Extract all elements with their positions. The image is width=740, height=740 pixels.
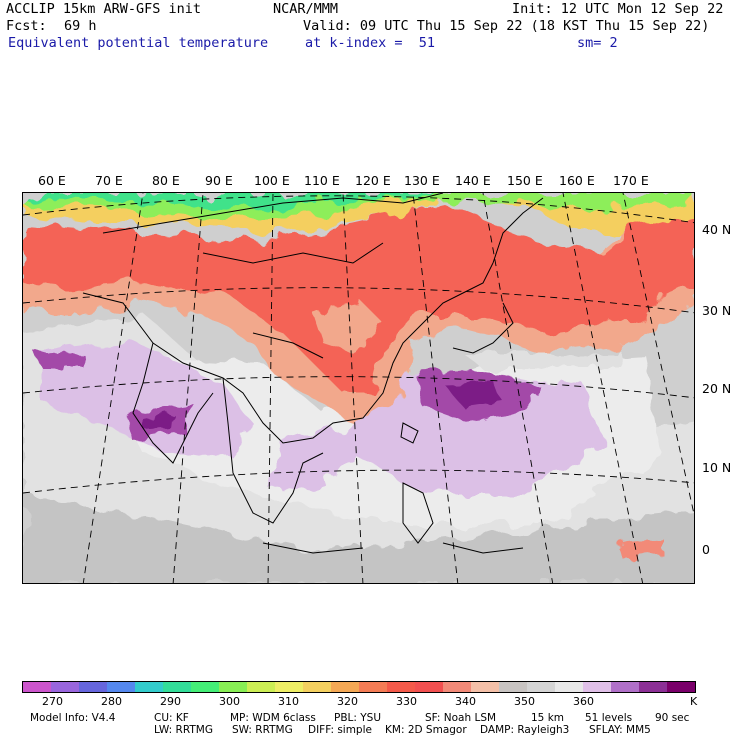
timestep: 90 sec: [655, 712, 690, 724]
init-time: Init: 12 UTC Mon 12 Sep 22: [512, 1, 724, 17]
color-bar-swatch: [471, 682, 499, 692]
smoothing-label: sm= 2: [577, 35, 618, 51]
color-bar-tick-label: 300: [219, 695, 240, 708]
longitude-label: 110 E: [304, 173, 340, 188]
longitude-label: 140 E: [455, 173, 491, 188]
forecast-hour: 69 h: [64, 18, 97, 34]
surface-layer: SFLAY: MM5: [589, 724, 651, 736]
color-bar-tick-label: 310: [278, 695, 299, 708]
coastlines: [82, 193, 544, 554]
color-bar-swatch: [107, 682, 135, 692]
color-bar-swatch: [219, 682, 247, 692]
longitude-label: 90 E: [205, 173, 233, 188]
color-bar-unit: K: [690, 695, 698, 708]
longitude-label: 150 E: [507, 173, 543, 188]
color-bar-swatch: [163, 682, 191, 692]
longitude-label: 70 E: [95, 173, 123, 188]
color-bar-swatch: [23, 682, 51, 692]
color-bar-swatch: [611, 682, 639, 692]
diffusion: DIFF: simple: [308, 724, 372, 736]
pbl-scheme: PBL: YSU: [334, 712, 382, 724]
surface-scheme: SF: Noah LSM: [425, 712, 497, 724]
valid-time: Valid: 09 UTC Thu 15 Sep 22 (18 KST Thu …: [303, 18, 710, 34]
color-bar-swatch: [135, 682, 163, 692]
color-bar: [22, 681, 696, 693]
color-bar-tick-label: 280: [101, 695, 122, 708]
color-bar-swatch: [275, 682, 303, 692]
color-bar-swatch: [51, 682, 79, 692]
color-bar-tick-label: 340: [455, 695, 476, 708]
color-bar-swatch: [443, 682, 471, 692]
longitude-label: 130 E: [404, 173, 440, 188]
color-bar-swatch: [247, 682, 275, 692]
shortwave-scheme: SW: RRTMG: [232, 724, 293, 736]
color-bar-swatch: [555, 682, 583, 692]
map-graphic: [23, 193, 694, 583]
longitude-label: 170 E: [613, 173, 649, 188]
center-label: NCAR/MMM: [273, 1, 339, 17]
color-bar-swatch: [415, 682, 443, 692]
longitude-label: 120 E: [355, 173, 391, 188]
field-name: Equivalent potential temperature: [8, 35, 269, 51]
latitude-label: 0: [702, 542, 710, 557]
color-bar-swatch: [499, 682, 527, 692]
model-title: ACCLIP 15km ARW-GFS init: [6, 1, 202, 17]
levels: 51 levels: [585, 712, 633, 724]
color-bar-tick-label: 320: [337, 695, 358, 708]
level-label: at k-index = 51: [305, 35, 436, 51]
color-bar-tick-label: 330: [396, 695, 417, 708]
color-bar-swatch: [331, 682, 359, 692]
color-bar-tick-label: 270: [42, 695, 63, 708]
microphysics: MP: WDM 6class: [230, 712, 316, 724]
longitude-label: 160 E: [559, 173, 595, 188]
forecast-label: Fcst:: [6, 18, 47, 34]
color-bar-swatch: [79, 682, 107, 692]
resolution: 15 km: [531, 712, 565, 724]
longitude-label: 100 E: [254, 173, 290, 188]
color-bar-swatch: [527, 682, 555, 692]
latitude-label: 30 N: [702, 303, 732, 318]
longwave-scheme: LW: RRTMG: [154, 724, 213, 736]
color-bar-tick-label: 360: [573, 695, 594, 708]
color-bar-swatch: [667, 682, 695, 692]
color-bar-swatch: [359, 682, 387, 692]
km-option: KM: 2D Smagor: [385, 724, 467, 736]
color-bar-swatch: [639, 682, 667, 692]
color-bar-swatch: [303, 682, 331, 692]
color-bar-tick-label: 350: [514, 695, 535, 708]
damping: DAMP: Rayleigh3: [480, 724, 570, 736]
color-bar-swatch: [387, 682, 415, 692]
latitude-label: 20 N: [702, 381, 732, 396]
model-info: Model Info: V4.4: [30, 712, 116, 724]
latitude-label: 40 N: [702, 222, 732, 237]
color-bar-tick-label: 290: [160, 695, 181, 708]
longitude-label: 80 E: [152, 173, 180, 188]
cumulus-scheme: CU: KF: [154, 712, 189, 724]
theta-e-map: [22, 192, 695, 584]
longitude-label: 60 E: [38, 173, 66, 188]
color-bar-swatch: [583, 682, 611, 692]
latitude-label: 10 N: [702, 460, 732, 475]
graticule: [23, 193, 694, 583]
color-bar-swatch: [191, 682, 219, 692]
